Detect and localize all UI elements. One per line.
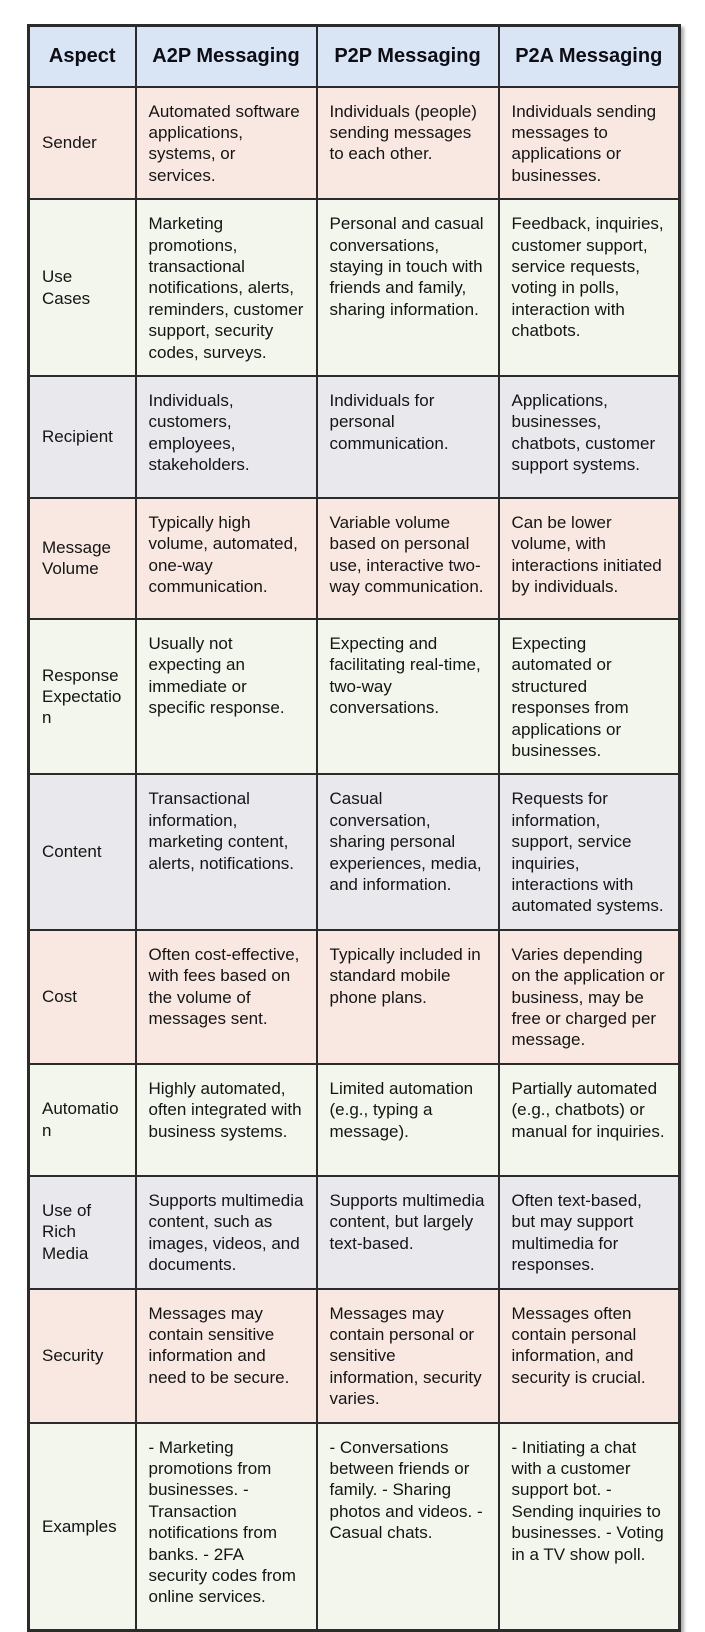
table-row-sender: Sender Automated software applications, … [27, 85, 681, 201]
p2p-cell: Limited automation (e.g., typing a messa… [315, 1062, 500, 1177]
a2p-cell: Marketing promotions, transactional noti… [134, 198, 318, 377]
p2a-cell: Varies depending on the application or b… [497, 928, 681, 1065]
p2p-cell: Variable volume based on personal use, i… [315, 496, 500, 620]
p2a-cell: Feedback, inquiries, customer support, s… [497, 198, 681, 377]
aspect-cell: Examples [27, 1421, 137, 1632]
aspect-cell: Use of Rich Media [27, 1174, 137, 1290]
table-row-message-volume: Message Volume Typically high volume, au… [27, 496, 681, 620]
page: Aspect A2P Messaging P2P Messaging P2A M… [27, 24, 681, 1632]
p2p-cell: Casual conversation, sharing personal ex… [315, 773, 500, 931]
p2p-cell: Individuals (people) sending messages to… [315, 85, 500, 201]
column-header-aspect: Aspect [27, 24, 137, 88]
a2p-cell: Individuals, customers, employees, stake… [134, 374, 318, 499]
aspect-cell: Automation [27, 1062, 137, 1177]
p2p-cell: Personal and casual conversations, stayi… [315, 198, 500, 377]
table-row-examples: Examples - Marketing promotions from bus… [27, 1421, 681, 1632]
aspect-cell: Response Expectation [27, 617, 137, 776]
a2p-cell: Transactional information, marketing con… [134, 773, 318, 931]
header-row: Aspect A2P Messaging P2P Messaging P2A M… [27, 24, 681, 88]
p2p-cell: Typically included in standard mobile ph… [315, 928, 500, 1065]
aspect-cell: Message Volume [27, 496, 137, 620]
a2p-cell: - Marketing promotions from businesses. … [134, 1421, 318, 1632]
p2a-cell: Messages often contain personal informat… [497, 1287, 681, 1424]
table-row-security: Security Messages may contain sensitive … [27, 1287, 681, 1424]
p2a-cell: Often text-based, but may support multim… [497, 1174, 681, 1290]
p2p-cell: Expecting and facilitating real-time, tw… [315, 617, 500, 776]
p2a-cell: - Initiating a chat with a customer supp… [497, 1421, 681, 1632]
column-header-a2p: A2P Messaging [134, 24, 318, 88]
a2p-cell: Supports multimedia content, such as ima… [134, 1174, 318, 1290]
a2p-cell: Usually not expecting an immediate or sp… [134, 617, 318, 776]
table-row-content: Content Transactional information, marke… [27, 773, 681, 931]
p2a-cell: Requests for information, support, servi… [497, 773, 681, 931]
p2p-cell: Supports multimedia content, but largely… [315, 1174, 500, 1290]
table-row-automation: Automation Highly automated, often integ… [27, 1062, 681, 1177]
table-row-response-expectation: Response Expectation Usually not expecti… [27, 617, 681, 776]
p2a-cell: Individuals sending messages to applicat… [497, 85, 681, 201]
table-row-use-of-rich-media: Use of Rich Media Supports multimedia co… [27, 1174, 681, 1290]
p2p-cell: Individuals for personal communication. [315, 374, 500, 499]
aspect-cell: Content [27, 773, 137, 931]
a2p-cell: Typically high volume, automated, one-wa… [134, 496, 318, 620]
p2a-cell: Partially automated (e.g., chatbots) or … [497, 1062, 681, 1177]
table-row-cost: Cost Often cost-effective, with fees bas… [27, 928, 681, 1065]
aspect-cell: Cost [27, 928, 137, 1065]
table-row-recipient: Recipient Individuals, customers, employ… [27, 374, 681, 499]
column-header-p2p: P2P Messaging [315, 24, 500, 88]
aspect-cell: Recipient [27, 374, 137, 499]
aspect-cell: Sender [27, 85, 137, 201]
messaging-comparison-table: Aspect A2P Messaging P2P Messaging P2A M… [27, 24, 681, 1632]
a2p-cell: Messages may contain sensitive informati… [134, 1287, 318, 1424]
p2p-cell: - Conversations between friends or famil… [315, 1421, 500, 1632]
table-row-use-cases: Use Cases Marketing promotions, transact… [27, 198, 681, 377]
p2a-cell: Applications, businesses, chatbots, cust… [497, 374, 681, 499]
p2a-cell: Expecting automated or structured respon… [497, 617, 681, 776]
a2p-cell: Automated software applications, systems… [134, 85, 318, 201]
aspect-cell: Security [27, 1287, 137, 1424]
a2p-cell: Often cost-effective, with fees based on… [134, 928, 318, 1065]
column-header-p2a: P2A Messaging [497, 24, 681, 88]
p2p-cell: Messages may contain personal or sensiti… [315, 1287, 500, 1424]
aspect-cell: Use Cases [27, 198, 137, 377]
a2p-cell: Highly automated, often integrated with … [134, 1062, 318, 1177]
p2a-cell: Can be lower volume, with interactions i… [497, 496, 681, 620]
